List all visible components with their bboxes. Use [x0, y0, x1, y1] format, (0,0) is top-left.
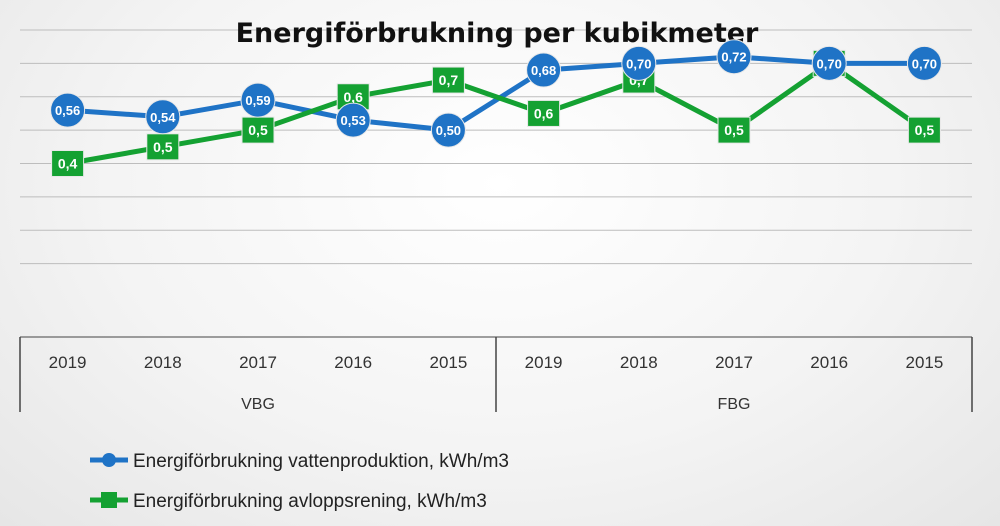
series-line-vattenproduktion [67, 54, 925, 133]
legend-marker-square [101, 492, 117, 508]
data-point: 0,5 [907, 116, 941, 144]
data-label: 0,5 [724, 122, 744, 138]
data-point: 0,5 [241, 116, 275, 144]
legend-marker-circle [102, 453, 116, 467]
marker-circle [526, 52, 562, 88]
marker-circle [50, 92, 86, 128]
data-point: 0,53 [335, 102, 371, 138]
data-label: 0,5 [248, 122, 268, 138]
data-label: 0,59 [245, 93, 270, 108]
legend-label: Energiförbrukning avloppsrening, kWh/m3 [133, 491, 487, 512]
data-label: 0,72 [721, 50, 746, 65]
marker-square [527, 99, 561, 127]
marker-square [717, 116, 751, 144]
data-label: 0,56 [55, 103, 80, 118]
marker-square [431, 66, 465, 94]
legend-entry-vattenproduktion: Energiförbrukning vattenproduktion, kWh/… [90, 451, 509, 472]
data-label: 0,50 [436, 123, 461, 138]
series-lines [67, 54, 926, 166]
x-group-label: VBG [241, 396, 275, 413]
data-label: 0,5 [153, 139, 173, 155]
data-point: 0,59 [240, 82, 276, 118]
marker-circle [621, 45, 657, 81]
marker-circle [145, 99, 181, 135]
data-point: 0,68 [526, 52, 562, 88]
x-tick-label: 2019 [49, 353, 87, 372]
data-label: 0,7 [439, 72, 459, 88]
data-point: 0,6 [527, 99, 561, 127]
x-group-label: FBG [718, 396, 751, 413]
x-tick-label: 2019 [525, 353, 563, 372]
legend-entry-avloppsrening: Energiförbrukning avloppsrening, kWh/m3 [90, 491, 487, 512]
data-label: 0,70 [817, 56, 842, 71]
data-label: 0,53 [341, 113, 366, 128]
data-point: 0,70 [906, 45, 942, 81]
data-point: 0,56 [50, 92, 86, 128]
category-axis: 2019 2018 2017 2016 2015 VBG 2019 2018 2017 2016 2… [19, 336, 973, 413]
data-point: 0,70 [621, 45, 657, 81]
data-label: 0,70 [626, 56, 651, 71]
marker-square [907, 116, 941, 144]
data-point: 0,4 [51, 150, 85, 177]
x-tick-label: 2018 [620, 353, 658, 372]
marker-circle [335, 102, 371, 138]
series-line-avloppsrening [67, 60, 926, 166]
data-markers: 0,40,50,50,60,70,60,70,50,70,50,560,540,… [50, 39, 942, 177]
marker-circle [906, 45, 942, 81]
x-tick-label: 2015 [429, 353, 467, 372]
data-label: 0,70 [912, 56, 937, 71]
data-point: 0,54 [145, 99, 181, 135]
x-tick-label: 2017 [239, 353, 277, 372]
data-point: 0,5 [717, 116, 751, 144]
data-point: 0,50 [430, 112, 466, 148]
data-label: 0,54 [150, 110, 176, 125]
data-label: 0,68 [531, 63, 556, 78]
data-point: 0,70 [811, 45, 847, 81]
data-point: 0,7 [431, 66, 465, 94]
legend: Energiförbrukning vattenproduktion, kWh/… [90, 451, 509, 512]
x-tick-label: 2015 [905, 353, 943, 372]
x-tick-label: 2017 [715, 353, 753, 372]
data-point: 0,5 [146, 133, 180, 161]
data-point: 0,72 [716, 39, 752, 75]
data-label: 0,6 [343, 89, 363, 105]
data-label: 0,5 [915, 122, 935, 138]
legend-label: Energiförbrukning vattenproduktion, kWh/… [133, 451, 509, 472]
marker-circle [716, 39, 752, 75]
x-tick-label: 2018 [144, 353, 182, 372]
marker-circle [811, 45, 847, 81]
marker-square [51, 150, 85, 177]
x-tick-label: 2016 [334, 353, 372, 372]
marker-circle [430, 112, 466, 148]
chart-title: Energiförbrukning per kubikmeter [236, 18, 759, 49]
data-label: 0,6 [534, 105, 554, 121]
data-label: 0,4 [58, 156, 78, 172]
marker-circle [240, 82, 276, 118]
x-tick-label: 2016 [810, 353, 848, 372]
